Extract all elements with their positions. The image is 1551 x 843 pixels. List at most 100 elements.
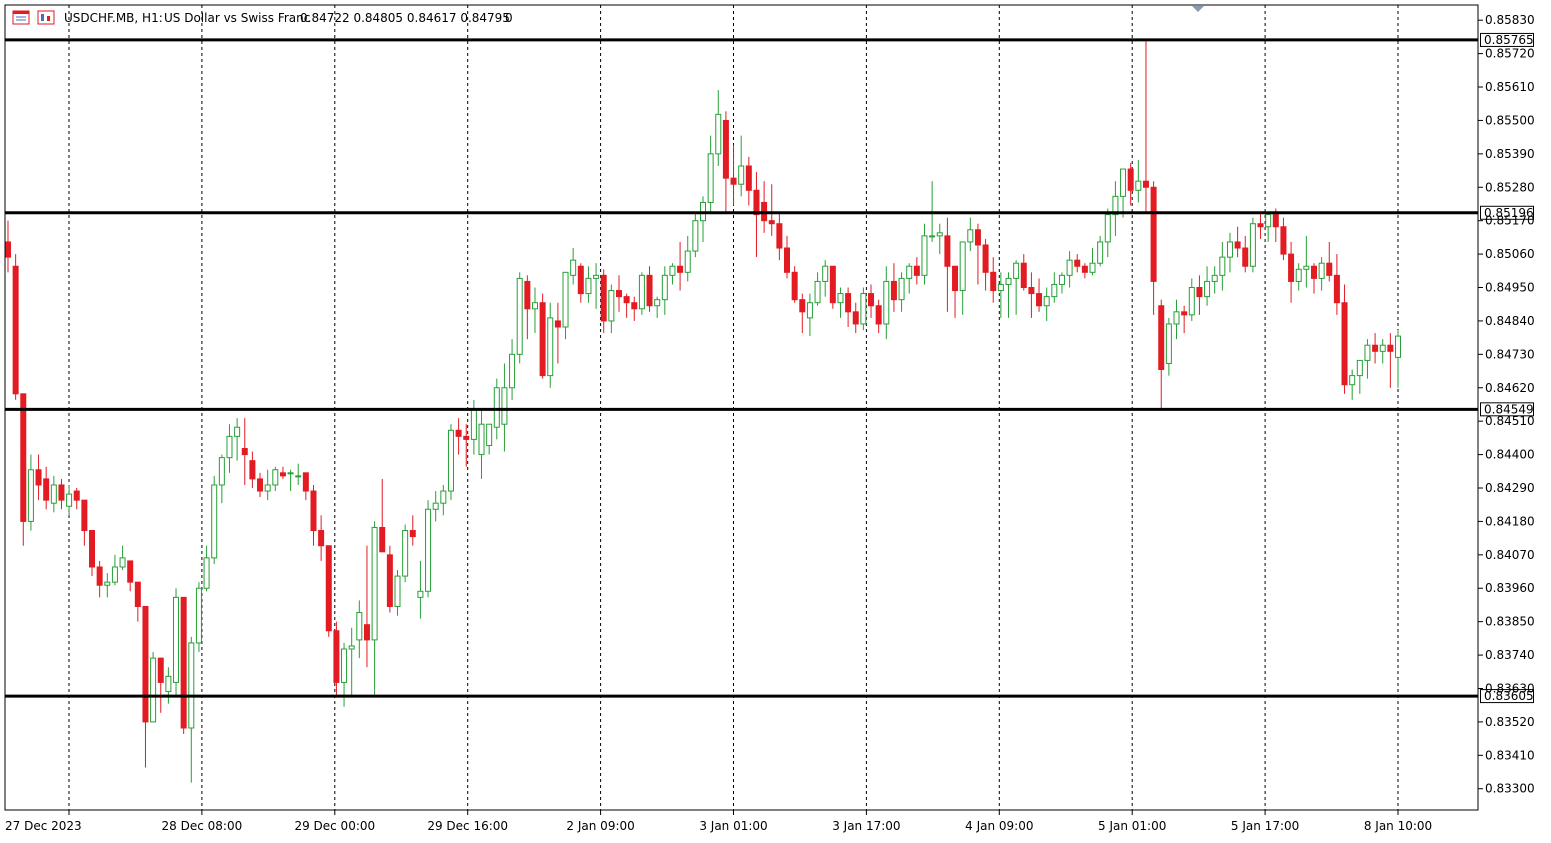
candle-body-bear xyxy=(539,302,546,377)
candle-body-bear xyxy=(89,530,96,568)
candle-body-bull xyxy=(1173,311,1180,325)
candle-body-bull xyxy=(929,235,936,238)
candle-body-bull xyxy=(1066,259,1073,276)
candle-body-bear xyxy=(631,302,638,310)
price-tick-label: 0.85170 xyxy=(1485,214,1535,228)
header-extra-value: 0 xyxy=(505,11,513,25)
price-tick-label: 0.83630 xyxy=(1485,681,1535,695)
candle-body-bear xyxy=(409,530,416,538)
price-tick-label: 0.85500 xyxy=(1485,113,1535,127)
candle-body-bear xyxy=(318,530,325,547)
candle-body-bull xyxy=(264,484,271,492)
candle-body-bull xyxy=(1005,277,1012,285)
candle-body-bear xyxy=(730,177,737,185)
candle-body-bull xyxy=(1395,335,1401,358)
candle-body-bull xyxy=(1058,274,1065,285)
level-price-tag-inner xyxy=(1481,33,1533,46)
time-tick-label: 3 Jan 17:00 xyxy=(832,819,900,833)
candle-body-bull xyxy=(50,484,57,504)
candle-body-bear xyxy=(753,189,760,216)
candle-body-bull xyxy=(547,317,554,377)
candle-body-bull xyxy=(447,429,454,492)
plot-frame xyxy=(4,4,1479,811)
candle-body-bull xyxy=(562,271,569,328)
time-tick-label: 5 Jan 17:00 xyxy=(1231,819,1299,833)
candle-body-bear xyxy=(35,469,42,486)
candle-body-bear xyxy=(913,265,920,276)
candle-body-bull xyxy=(814,280,821,304)
chart-header: USDCHF.MB, H1: US Dollar vs Swiss Franc … xyxy=(12,10,513,25)
candle-body-bear xyxy=(1142,180,1149,188)
candle-body-bull xyxy=(806,302,813,319)
candle-body-bear xyxy=(745,165,752,191)
time-tick-label: 2 Jan 09:00 xyxy=(566,819,634,833)
candle-body-bull xyxy=(959,241,966,292)
candle-body-bull xyxy=(1349,375,1356,386)
chart-window-icon[interactable] xyxy=(12,10,30,25)
candle-body-bull xyxy=(715,113,722,155)
candle-body-bear xyxy=(952,265,959,292)
candle-body-bear xyxy=(1196,287,1203,298)
price-axis[interactable]: 0.85830 0.85720 0.85610 0.85500 0.85390 0.852… xyxy=(1478,13,1535,796)
candle-body-bull xyxy=(967,229,974,243)
candle-body-bear xyxy=(1257,223,1264,228)
candle-body-bear xyxy=(1127,168,1134,191)
candle-body-bear xyxy=(784,247,791,273)
candle-body-bear xyxy=(554,320,561,328)
candle-body-bull xyxy=(593,274,600,279)
price-tick-label: 0.83520 xyxy=(1485,715,1535,729)
time-tick-label: 4 Jan 09:00 xyxy=(965,819,1033,833)
candle-body-bull xyxy=(226,435,233,459)
candle-body-bull xyxy=(356,612,363,641)
candle-body-bull xyxy=(936,232,943,237)
candle-body-bull xyxy=(1043,296,1050,307)
price-tick-label: 0.84400 xyxy=(1485,448,1535,462)
time-axis[interactable]: 27 Dec 2023 28 Dec 08:00 29 Dec 00:00 29 De… xyxy=(5,810,1432,833)
candle-body-bull xyxy=(669,265,676,276)
candle-body-bull xyxy=(440,490,447,504)
candle-body-bear xyxy=(829,265,836,304)
chart-shift-marker-icon[interactable] xyxy=(1192,6,1204,12)
price-tick-label: 0.85390 xyxy=(1485,147,1535,161)
candle-body-bear xyxy=(5,241,11,258)
candle-body-bull xyxy=(585,277,592,295)
candle-body-bear xyxy=(1242,247,1249,267)
candle-body-bull xyxy=(1219,256,1226,276)
price-tick-label: 0.85610 xyxy=(1485,80,1535,94)
candle-body-bull xyxy=(150,657,157,723)
candle-body-bull xyxy=(1097,241,1104,264)
candle-body-bull xyxy=(1364,344,1371,361)
candle-body-bear xyxy=(1272,214,1279,228)
candle-body-bull xyxy=(1249,223,1256,267)
candle-body-bull xyxy=(218,457,225,486)
candle-body-bull xyxy=(470,408,477,440)
price-tick-label: 0.84180 xyxy=(1485,514,1535,528)
price-tick-label: 0.85720 xyxy=(1485,47,1535,61)
price-tick-label: 0.85280 xyxy=(1485,180,1535,194)
candle-body-bull xyxy=(1318,262,1325,279)
candle-body-bear xyxy=(157,657,164,683)
candle-body-bear xyxy=(180,596,187,729)
candle-body-bear xyxy=(279,472,286,477)
candle-body-bear xyxy=(463,435,470,440)
candle-body-bear xyxy=(249,460,256,480)
candle-body-bear xyxy=(12,265,19,395)
candle-body-bear xyxy=(990,271,997,292)
candle-body-bull xyxy=(1112,195,1119,216)
candle-body-bull xyxy=(1120,168,1127,197)
candle-body-bull xyxy=(195,587,202,644)
candle-body-bear xyxy=(379,526,386,553)
candle-body-bull xyxy=(287,472,294,475)
price-tick-label: 0.83850 xyxy=(1485,615,1535,629)
candle-body-bear xyxy=(1372,344,1379,352)
candle-body-bull xyxy=(66,493,73,507)
candle-body-bear xyxy=(646,274,653,307)
candle-body-bear xyxy=(677,265,684,273)
candles-layer xyxy=(5,41,1401,783)
candle-body-bull xyxy=(692,220,699,252)
chart-type-icon[interactable] xyxy=(37,10,55,25)
time-tick-label: 28 Dec 08:00 xyxy=(162,819,243,833)
level-price-label: 0.83605 xyxy=(1484,689,1534,703)
